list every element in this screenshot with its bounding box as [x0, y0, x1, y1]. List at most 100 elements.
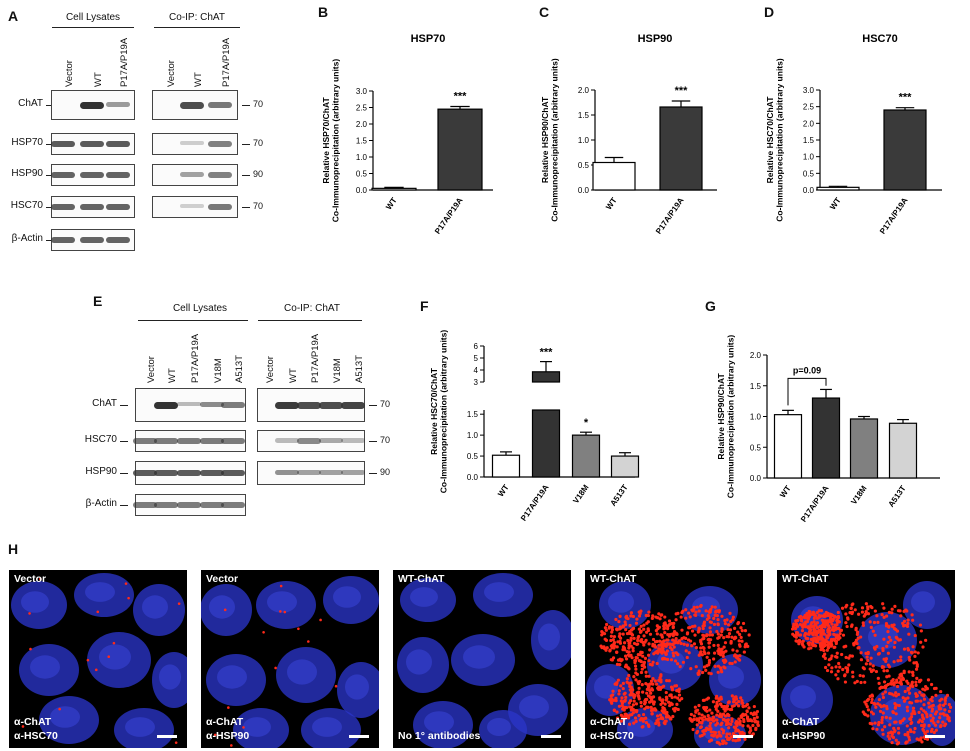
- lane-label: V18M: [332, 358, 343, 383]
- row-marker-dash: [46, 175, 54, 176]
- micrograph-panel: WT-ChAT No 1° antibodies: [393, 570, 571, 748]
- pla-signal-dots: [21, 577, 181, 744]
- x-tick-label: WT: [496, 483, 511, 498]
- protein-band: [106, 237, 130, 244]
- protein-band: [341, 438, 365, 443]
- micrograph-antibody-1: α-ChAT: [590, 716, 628, 728]
- bar-p17ap19a: [659, 106, 703, 191]
- lane-label: WT: [288, 368, 299, 383]
- mw-marker: 90: [380, 467, 391, 477]
- protein-band: [177, 402, 201, 407]
- chart-b-hsp70: HSP70 Relative HSP70/ChATCo-Immunoprecipi…: [321, 33, 493, 236]
- mw-marker: 70: [380, 435, 391, 445]
- y-tick-label: 1.0: [578, 136, 590, 145]
- protein-band: [133, 470, 157, 477]
- row-marker-dash: [46, 207, 54, 208]
- lane-label: WT: [193, 72, 204, 87]
- chart-title: HSP90: [638, 33, 673, 45]
- nucleus-highlight: [410, 587, 438, 607]
- blot-e-header-coip: Co-IP: ChAT: [284, 303, 340, 314]
- x-tick-label: WT: [384, 196, 399, 211]
- y-axis-label: Relative HSC70/ChATCo-Immunoprecipitatio…: [429, 330, 449, 494]
- protein-band: [106, 172, 130, 179]
- scale-bar: [733, 735, 753, 738]
- mw-marker-dash: [369, 405, 377, 406]
- micrograph-condition: WT-ChAT: [590, 573, 637, 585]
- micrograph-antibody-2: α-HSP90: [206, 730, 250, 742]
- protein-band: [200, 402, 224, 408]
- micrograph-antibody-2: α-HSC70: [14, 730, 58, 742]
- nucleus-highlight: [209, 595, 235, 619]
- protein-band: [51, 204, 75, 211]
- pla-signal-dots: [213, 584, 338, 747]
- micrograph-condition: Vector: [206, 573, 239, 585]
- panel-letter-g: G: [705, 298, 716, 314]
- y-tick-label: 3: [474, 378, 479, 387]
- y-axis-label: Relative HSP90/ChATCo-Immunoprecipitatio…: [716, 335, 736, 499]
- protein-band: [154, 402, 178, 409]
- y-axis-label: Relative HSC70/ChATCo-Immunoprecipitatio…: [765, 58, 785, 222]
- row-marker-dash: [46, 240, 54, 241]
- panel-letter-f: F: [420, 298, 429, 314]
- chart-d-hsc70: HSC70 Relative HSC70/ChATCo-Immunoprecipi…: [765, 33, 942, 236]
- y-tick-label: 1.5: [356, 137, 368, 146]
- protein-band: [297, 402, 321, 409]
- blot-row-label: HSP90: [11, 168, 43, 179]
- x-tick-label: V18M: [849, 484, 869, 507]
- protein-band: [200, 470, 224, 477]
- y-tick-label: 2.5: [803, 103, 815, 112]
- blot-a-coip-underline: [154, 27, 240, 28]
- blot-row-label: ChAT: [18, 98, 43, 109]
- protein-band: [80, 172, 104, 179]
- y-tick-label: 5: [474, 354, 479, 363]
- blot-e-header-lysates: Cell Lysates: [172, 303, 228, 314]
- protein-band: [80, 141, 104, 148]
- micrograph-antibody-2: α-HSC70: [590, 730, 634, 742]
- lane-label: Vector: [146, 356, 157, 383]
- y-tick-label: 1.0: [803, 153, 815, 162]
- protein-band: [341, 470, 365, 476]
- protein-band: [208, 141, 232, 147]
- blot-e-coip-underline: [258, 320, 362, 321]
- protein-band: [200, 502, 224, 508]
- nucleus-highlight: [345, 674, 369, 700]
- micrograph-antibody-2: α-HSP90: [782, 730, 826, 742]
- nucleus-highlight: [790, 685, 816, 709]
- nucleus-highlight: [538, 623, 560, 651]
- x-tick-label: WT: [778, 484, 793, 499]
- panel-letter-h: H: [8, 541, 19, 557]
- y-tick-label: 0.0: [803, 186, 815, 195]
- blot-row-label: HSC70: [10, 200, 43, 211]
- x-tick-label: P17A/P19A: [799, 484, 831, 524]
- nucleus-highlight: [312, 717, 342, 737]
- nucleus-highlight: [484, 582, 514, 602]
- nucleus-highlight: [99, 644, 131, 670]
- nucleus-highlight: [142, 595, 168, 619]
- protein-band: [221, 502, 245, 508]
- y-tick-label: 1.5: [803, 136, 815, 145]
- y-axis-label: Relative HSP90/ChATCo-Immunoprecipitatio…: [540, 58, 560, 222]
- lane-label: P17A/P19A: [310, 333, 321, 383]
- protein-band: [221, 402, 245, 408]
- blot-a-header-lysates: Cell Lysates: [65, 12, 121, 23]
- significance-bracket: [787, 377, 827, 406]
- mw-marker-dash: [242, 105, 250, 106]
- chart-g-hsp90-variants: Relative HSP90/ChATCo-Immunoprecipitatio…: [716, 335, 940, 524]
- mw-marker: 70: [380, 399, 391, 409]
- nucleus-highlight: [287, 659, 317, 685]
- y-tick-label: 2.0: [578, 86, 590, 95]
- pla-signal-dots: [599, 603, 760, 746]
- significance-marker: *: [584, 417, 589, 429]
- blot-a-header-coip: Co-IP: ChAT: [169, 12, 225, 23]
- y-tick-label: 4: [474, 366, 479, 375]
- protein-band: [80, 102, 104, 109]
- protein-band: [133, 438, 157, 444]
- mw-marker-dash: [242, 144, 250, 145]
- protein-band: [319, 402, 343, 409]
- protein-band: [319, 438, 343, 443]
- row-marker-dash: [46, 144, 54, 145]
- nucleus-highlight: [424, 711, 454, 733]
- blot-strip-coip: [152, 133, 238, 155]
- protein-band: [297, 470, 321, 476]
- nucleus-highlight: [217, 665, 247, 689]
